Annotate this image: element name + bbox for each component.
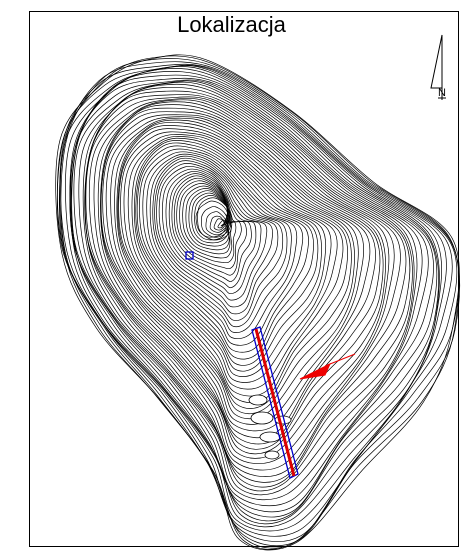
contour-lines xyxy=(55,54,460,551)
location-marker xyxy=(185,251,194,260)
north-label: N xyxy=(438,87,446,99)
profile-line xyxy=(254,328,296,477)
north-arrow-icon xyxy=(430,34,446,100)
map-title: Lokalizacja xyxy=(177,12,286,37)
view-direction-arrow-icon xyxy=(299,353,356,380)
survey-area-outline xyxy=(251,326,299,479)
